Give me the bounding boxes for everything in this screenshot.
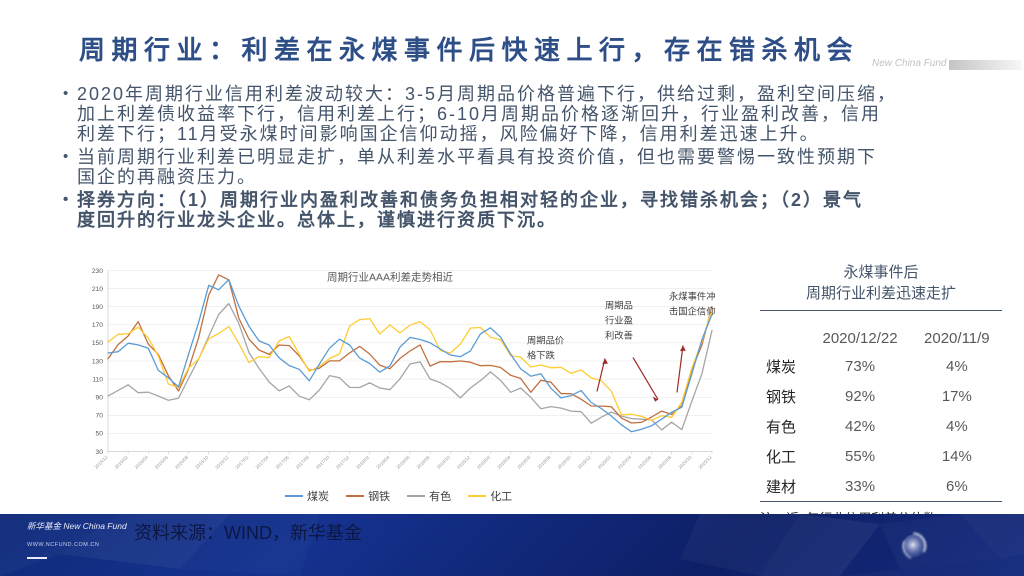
svg-text:击国企信仰: 击国企信仰 <box>669 306 716 317</box>
svg-text:90: 90 <box>96 395 104 402</box>
svg-text:周期品: 周期品 <box>605 301 633 311</box>
svg-text:行业盈: 行业盈 <box>605 315 633 326</box>
svg-text:2018/10: 2018/10 <box>436 454 452 470</box>
svg-text:2018/04: 2018/04 <box>375 454 391 470</box>
svg-text:70: 70 <box>96 413 104 420</box>
svg-text:2016/08: 2016/08 <box>174 454 190 470</box>
svg-text:30: 30 <box>96 449 104 456</box>
svg-text:230: 230 <box>92 268 103 275</box>
svg-text:2019/08: 2019/08 <box>536 454 552 470</box>
svg-text:2020/10: 2020/10 <box>677 454 693 470</box>
svg-text:格下跌: 格下跌 <box>527 350 555 361</box>
svg-text:130: 130 <box>92 358 103 365</box>
svg-text:永煤事件冲: 永煤事件冲 <box>669 291 716 302</box>
svg-text:2019/06: 2019/06 <box>516 454 532 470</box>
svg-text:170: 170 <box>92 322 103 329</box>
svg-text:210: 210 <box>92 286 103 293</box>
svg-text:2018/06: 2018/06 <box>395 454 411 470</box>
svg-text:2016/06: 2016/06 <box>154 454 170 470</box>
svg-text:2019/02: 2019/02 <box>476 454 492 470</box>
svg-text:2017/06: 2017/06 <box>275 454 291 470</box>
svg-text:50: 50 <box>96 431 104 438</box>
svg-text:2020/08: 2020/08 <box>657 454 673 470</box>
svg-text:2020/06: 2020/06 <box>637 454 653 470</box>
svg-text:2016/04: 2016/04 <box>134 454 150 470</box>
svg-text:2016/12: 2016/12 <box>214 454 230 470</box>
svg-text:2019/04: 2019/04 <box>496 454 512 470</box>
svg-text:2018/12: 2018/12 <box>456 454 472 470</box>
svg-text:2017/04: 2017/04 <box>255 454 271 470</box>
svg-text:190: 190 <box>92 304 103 311</box>
svg-text:2020/04: 2020/04 <box>617 454 633 470</box>
svg-text:2020/02: 2020/02 <box>597 454 613 470</box>
svg-text:2017/02: 2017/02 <box>234 454 250 470</box>
svg-text:2020/12: 2020/12 <box>697 454 713 470</box>
svg-text:2019/10: 2019/10 <box>557 454 573 470</box>
svg-text:2019/12: 2019/12 <box>577 454 593 470</box>
svg-text:2017/12: 2017/12 <box>335 454 351 470</box>
svg-text:2017/08: 2017/08 <box>295 454 311 470</box>
svg-text:2016/02: 2016/02 <box>114 454 130 470</box>
svg-text:周期行业AAA利差走势相近: 周期行业AAA利差走势相近 <box>327 271 454 284</box>
svg-text:2017/10: 2017/10 <box>315 454 331 470</box>
svg-text:2016/10: 2016/10 <box>194 454 210 470</box>
svg-text:2018/02: 2018/02 <box>355 454 371 470</box>
svg-text:2015/12: 2015/12 <box>93 454 109 470</box>
svg-text:周期品价: 周期品价 <box>527 336 564 346</box>
svg-text:110: 110 <box>92 376 103 383</box>
svg-text:150: 150 <box>92 340 103 347</box>
svg-text:2018/08: 2018/08 <box>416 454 432 470</box>
svg-text:利改善: 利改善 <box>605 330 633 341</box>
